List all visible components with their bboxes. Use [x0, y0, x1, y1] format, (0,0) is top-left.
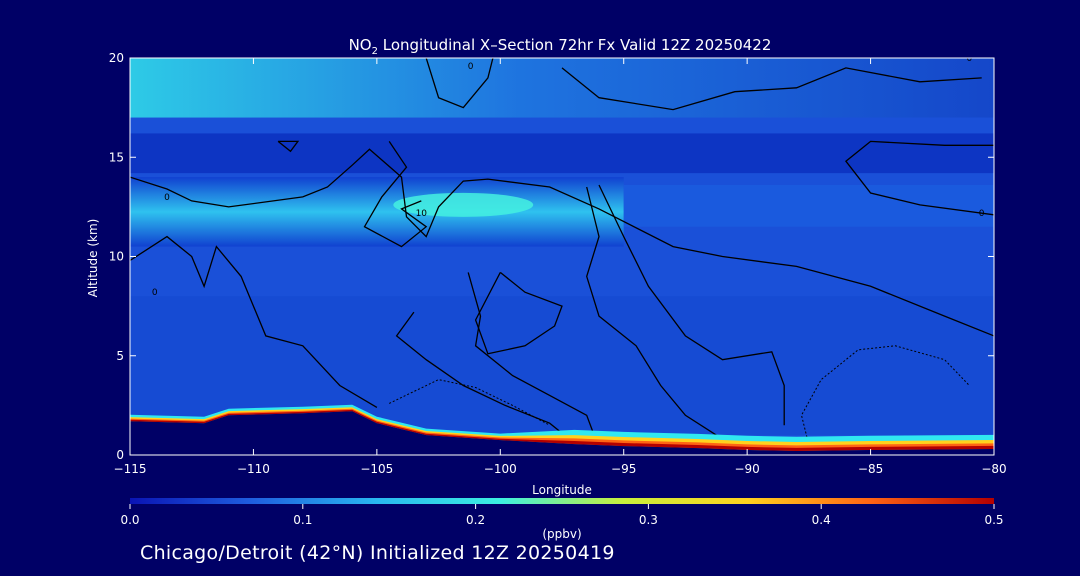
- colorbar-tick-label: 0.5: [984, 513, 1003, 527]
- colorbar-tick-label: 0.3: [639, 513, 658, 527]
- contour-label-2: 0: [152, 288, 158, 298]
- contour-line-2: [363, 141, 428, 248]
- y-tick-label: 20: [109, 51, 124, 65]
- y-tick-label: 15: [109, 150, 124, 164]
- y-tick-label: 0: [116, 448, 124, 462]
- title-main: NO: [349, 36, 372, 54]
- contour-line-1: [130, 148, 994, 337]
- x-tick-label: −105: [360, 462, 393, 476]
- contour-line-0: [130, 235, 378, 408]
- y-tick-label: 5: [116, 349, 124, 363]
- x-tick-label: −95: [611, 462, 636, 476]
- y-axis: 0 5 10 15 20: [109, 51, 994, 462]
- contour-line-7: [586, 186, 723, 440]
- surface-layer-3: [130, 409, 994, 451]
- colorbar-unit-label: (ppbv): [542, 527, 581, 541]
- colorbar-bar: [130, 498, 994, 504]
- contour-label-3: 0: [164, 193, 170, 203]
- colorbar-tick-label: 0.1: [293, 513, 312, 527]
- terrain: [130, 404, 994, 455]
- x-tick-label: −90: [734, 462, 759, 476]
- initialization-caption: Chicago/Detroit (42°N) Initialized 12Z 2…: [140, 542, 615, 564]
- colorbar: 0.0 0.1 0.2 0.3 0.4 0.5 (ppbv): [120, 498, 1004, 541]
- field-dark-band: [130, 133, 994, 174]
- contour-line-4: [561, 67, 982, 111]
- contour-line-11: [277, 140, 300, 153]
- x-axis-label: Longitude: [532, 483, 592, 497]
- x-tick-label: −110: [237, 462, 270, 476]
- title-rest: Longitudinal X–Section 72hr Fx Valid 12Z…: [378, 36, 771, 54]
- colorbar-ticks: 0.0 0.1 0.2 0.3 0.4 0.5: [120, 504, 1004, 527]
- contour-label-0: 0: [468, 62, 474, 72]
- plot-area: 0 10 0 0 0 0: [130, 54, 994, 455]
- colorbar-tick-label: 0.2: [466, 513, 485, 527]
- contour-label-4: 0: [979, 209, 985, 219]
- x-tick-label: −85: [858, 462, 883, 476]
- contour-line-6: [598, 184, 785, 426]
- x-axis: −115 −110 −105 −100 −95 −90 −85 −80: [114, 58, 1007, 476]
- title-subscript: 2: [372, 46, 378, 57]
- field-top-layer: [130, 58, 994, 118]
- surface-layer-0: [130, 404, 994, 451]
- contour-label-5: 0: [966, 54, 972, 64]
- contour-line-8: [467, 272, 595, 436]
- contour-lines: 0 10 0 0 0 0: [130, 54, 994, 446]
- y-tick-label: 10: [109, 250, 124, 264]
- x-tick-label: −100: [484, 462, 517, 476]
- field-upper-layer: [130, 177, 624, 247]
- contour-label-1: 10: [416, 209, 428, 219]
- y-axis-label: Altitude (km): [86, 219, 100, 298]
- contour-line-10: [425, 58, 494, 109]
- ground-terrain: [130, 411, 994, 455]
- x-tick-label: −115: [114, 462, 147, 476]
- chart-title: NO2 Longitudinal X–Section 72hr Fx Valid…: [349, 36, 772, 57]
- colorbar-tick-label: 0.4: [812, 513, 831, 527]
- contour-line-5: [844, 140, 994, 216]
- contour-line-3: [474, 271, 563, 355]
- contour-dotted-1: [388, 379, 550, 426]
- field-max-patch: [393, 192, 534, 217]
- contour-line-9: [395, 311, 570, 440]
- field-upper-layer-east: [623, 185, 994, 227]
- x-tick-label: −80: [981, 462, 1006, 476]
- colorbar-tick-label: 0.0: [120, 513, 139, 527]
